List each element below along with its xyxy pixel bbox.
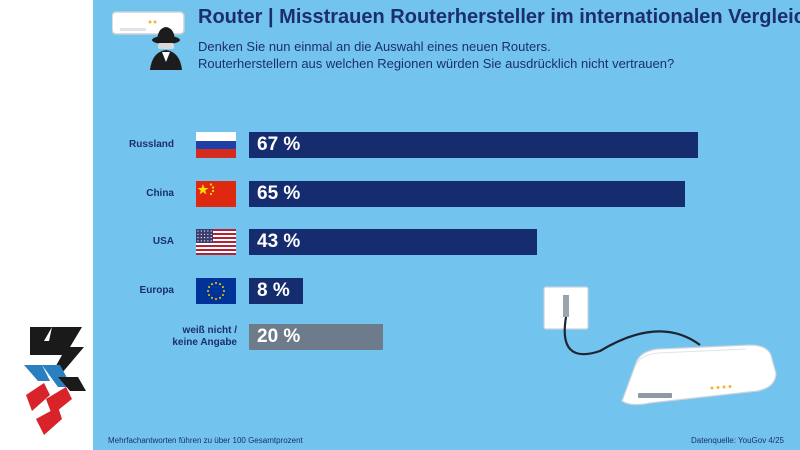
bar-value-label: 20 % — [257, 326, 301, 347]
category-label: China — [146, 188, 174, 199]
eu-flag — [196, 278, 236, 304]
bar: 67 % — [249, 132, 698, 158]
data-source: Datenquelle: YouGov 4/25 — [691, 436, 784, 445]
bar-value-label: 65 % — [257, 183, 301, 204]
bar: 43 % — [249, 229, 538, 255]
subtitle-line-2: Routerherstellern aus welchen Regionen w… — [198, 56, 675, 71]
china-flag — [196, 181, 236, 207]
lightning-bolt-logo — [24, 327, 86, 435]
russia-flag — [196, 132, 236, 158]
bar: 8 % — [249, 278, 303, 304]
router-spy-icon — [112, 11, 185, 70]
category-label: USA — [152, 236, 174, 247]
category-label: Russland — [128, 139, 174, 150]
bar: 65 % — [249, 181, 685, 207]
chart-title: Router | Misstrauen Routerhersteller im … — [198, 6, 800, 28]
bar-value-label: 43 % — [257, 231, 301, 252]
bar-value-label: 67 % — [257, 134, 301, 155]
usa-flag — [196, 229, 236, 255]
category-label: Europa — [139, 285, 174, 296]
category-label: weiß nicht / keine Angabe — [172, 325, 237, 348]
subtitle-line-1: Denken Sie nun einmal an die Auswahl ein… — [198, 39, 551, 54]
bar-value-label: 8 % — [257, 280, 290, 301]
bar: 20 % — [249, 324, 383, 350]
footnote: Mehrfachantworten führen zu über 100 Ges… — [108, 436, 303, 445]
chart-subtitle: Denken Sie nun einmal an die Auswahl ein… — [198, 38, 674, 72]
router-with-cable-illustration — [543, 286, 777, 406]
